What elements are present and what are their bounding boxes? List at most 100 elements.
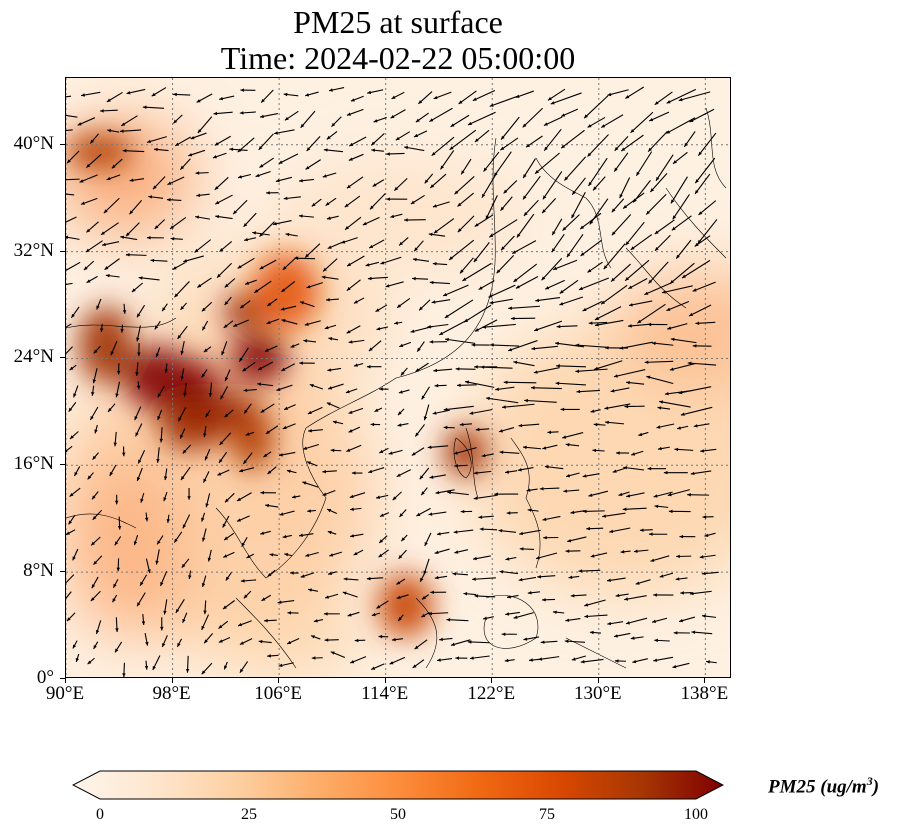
lat-tick-mark [60, 571, 65, 573]
wind-arrow [219, 95, 235, 101]
wind-arrow [481, 453, 494, 458]
pm25-hotspot [66, 133, 134, 170]
colorbar-tick-label: 50 [390, 806, 406, 823]
wind-arrow [290, 343, 300, 348]
wind-arrow [106, 174, 121, 181]
wind-arrow [479, 527, 498, 531]
wind-arrow [110, 340, 118, 356]
wind-arrow [395, 131, 411, 141]
wind-arrow [688, 304, 712, 317]
wind-arrow [450, 639, 471, 646]
wind-arrow [460, 509, 473, 514]
wind-arrow [443, 405, 474, 412]
wind-arrow [565, 442, 580, 447]
wind-arrow [667, 323, 688, 330]
wind-arrow [242, 452, 253, 465]
wind-arrow [508, 305, 540, 310]
wind-arrow [93, 345, 101, 354]
wind-arrow [80, 91, 101, 97]
wind-arrow [86, 221, 99, 233]
lat-tick-label: 40°N [13, 132, 54, 154]
wind-arrow [680, 591, 692, 595]
wind-arrow [258, 639, 272, 644]
wind-arrow [217, 469, 230, 476]
wind-arrow [264, 618, 277, 623]
wind-arrow [269, 553, 278, 557]
wind-arrow [153, 147, 169, 152]
wind-arrow [229, 147, 248, 152]
wind-arrow [600, 114, 624, 129]
wind-arrow [412, 276, 429, 281]
wind-arrow [197, 277, 212, 288]
wind-arrow [513, 263, 538, 283]
wind-arrow [547, 430, 559, 434]
wind-arrow [243, 388, 257, 393]
wind-arrow [148, 195, 164, 199]
wind-arrow [111, 158, 123, 169]
wind-arrow [121, 446, 126, 457]
wind-arrow [195, 171, 209, 175]
wind-arrow [544, 279, 565, 290]
wind-arrow [350, 656, 367, 664]
wind-arrow [267, 298, 278, 307]
wind-arrow [139, 574, 148, 587]
wind-arrow [66, 261, 81, 273]
wind-arrow [304, 320, 321, 326]
wind-arrow [654, 638, 670, 643]
wind-arrow [448, 239, 475, 261]
wind-arrow [494, 492, 519, 496]
wind-arrow [515, 90, 534, 99]
wind-arrow [322, 172, 337, 178]
wind-arrow [428, 611, 449, 616]
lon-tick-mark [491, 678, 493, 683]
wind-arrow [524, 398, 557, 403]
wind-arrow [112, 579, 119, 588]
wind-arrow [666, 300, 690, 312]
wind-arrow [376, 326, 389, 331]
wind-arrow [560, 407, 580, 412]
wind-arrow [307, 588, 318, 592]
wind-arrow [424, 173, 434, 184]
lon-tick-mark [278, 678, 280, 683]
lon-tick-label: 106°E [254, 683, 302, 704]
wind-arrow [659, 572, 674, 578]
wind-arrow [89, 406, 99, 421]
wind-arrow [454, 549, 469, 554]
wind-arrow [393, 177, 408, 192]
wind-arrow [66, 529, 76, 536]
wind-arrow [674, 447, 694, 452]
wind-arrow [666, 88, 697, 104]
wind-arrow [175, 598, 185, 614]
wind-arrow [243, 237, 257, 242]
wind-arrow [397, 422, 409, 427]
wind-arrow [496, 255, 515, 274]
wind-arrow [213, 111, 233, 116]
wind-arrow [212, 152, 227, 159]
wind-arrow [161, 635, 168, 648]
wind-arrow [672, 662, 690, 669]
wind-arrow [371, 612, 381, 617]
wind-arrow [541, 197, 557, 214]
wind-arrow [622, 507, 647, 511]
wind-arrow [423, 404, 430, 421]
wind-arrow [201, 301, 213, 312]
wind-arrow [313, 619, 324, 623]
wind-arrow [181, 558, 190, 569]
wind-arrow [432, 201, 450, 208]
wind-arrow [648, 111, 670, 122]
wind-arrow [136, 467, 143, 482]
wind-arrow [626, 380, 645, 385]
wind-arrow [690, 470, 712, 476]
wind-arrow [125, 253, 147, 257]
wind-arrow [290, 571, 299, 575]
wind-arrow [281, 281, 296, 293]
wind-arrow [645, 193, 667, 215]
wind-arrow [375, 304, 388, 313]
wind-arrow [543, 116, 563, 126]
wind-arrow [173, 531, 183, 543]
wind-arrow [121, 115, 138, 127]
wind-arrow [465, 380, 495, 388]
wind-arrow [488, 284, 516, 298]
wind-arrow [433, 368, 453, 373]
wind-arrow [505, 556, 517, 561]
